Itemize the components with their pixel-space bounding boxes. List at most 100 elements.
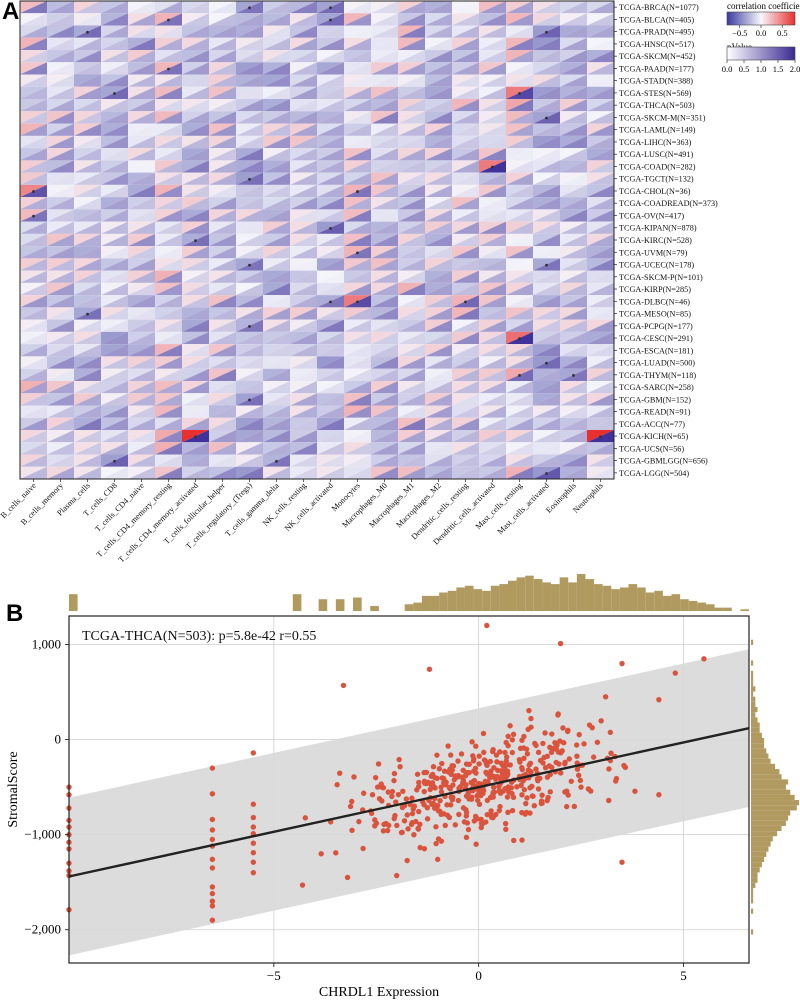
heatmap-pvalue-cell [425, 258, 452, 271]
y-marginal-bar [751, 717, 758, 723]
heatmap-corr-cell [398, 37, 425, 51]
heatmap-corr-cell [236, 86, 263, 100]
heatmap-pvalue-cell [101, 380, 128, 394]
heatmap-corr-cell [506, 86, 533, 100]
heatmap-pvalue-cell [452, 442, 479, 455]
heatmap-pvalue-cell [587, 221, 614, 234]
heatmap-pvalue-cell [479, 331, 506, 345]
heatmap-corr-cell [74, 356, 101, 369]
scatter-point [408, 821, 415, 828]
heatmap-pvalue-cell [317, 429, 344, 443]
scatter-point [607, 729, 614, 736]
heatmap-pvalue-cell [533, 429, 560, 443]
significance-dot [113, 459, 116, 463]
heatmap-pvalue-cell [371, 295, 398, 308]
heatmap-pvalue-cell [587, 356, 614, 369]
heatmap-pvalue-cell [533, 172, 560, 185]
heatmap-corr-cell [560, 86, 587, 100]
heatmap-pvalue-cell [371, 368, 398, 381]
y-tick-label: −1,000 [24, 827, 61, 842]
heatmap-pvalue-cell [74, 184, 101, 198]
heatmap-pvalue-cell [209, 270, 236, 283]
heatmap-pvalue-cell [398, 344, 425, 357]
scatter-point [473, 841, 479, 847]
heatmap-pvalue-cell [236, 86, 263, 100]
heatmap-pvalue-cell [74, 123, 101, 136]
heatmap-pvalue-cell [560, 380, 587, 394]
heatmap-pvalue-cell [101, 429, 128, 443]
heatmap-corr-cell [317, 172, 344, 185]
heatmap-pvalue-cell [587, 295, 614, 308]
heatmap-corr-cell [398, 172, 425, 185]
scatter-point [478, 824, 484, 831]
heatmap-pvalue-cell [344, 405, 371, 418]
scatter-point [564, 728, 571, 735]
heatmap-pvalue-cell [263, 233, 290, 247]
heatmap-pvalue-cell [560, 25, 587, 38]
heatmap-pvalue-cell [425, 25, 452, 38]
heatmap-pvalue-cell [236, 209, 263, 222]
heatmap-corr-cell [182, 356, 209, 369]
heatmap-pvalue-cell [236, 135, 263, 149]
scatter-point [434, 775, 440, 782]
heatmap-pvalue-cell [479, 221, 506, 234]
x-marginal-bar [318, 599, 328, 611]
heatmap-pvalue-cell [452, 307, 479, 320]
heatmap-pvalue-cell [587, 160, 614, 173]
heatmap-pvalue-cell [317, 62, 344, 75]
scatter-point [531, 803, 538, 809]
y-marginal-bar [751, 639, 754, 645]
heatmap-pvalue-cell [236, 25, 263, 38]
heatmap-pvalue-cell [587, 13, 614, 26]
col-label: Mast_cells_resting [474, 481, 524, 531]
scatter-point [250, 824, 257, 830]
heatmap-pvalue-cell [236, 184, 263, 198]
heatmap-pvalue-cell [344, 233, 371, 247]
heatmap-pvalue-cell [587, 454, 614, 467]
heatmap-pvalue-cell [128, 86, 155, 100]
scatter-point [399, 804, 406, 811]
heatmap-pvalue-cell [209, 331, 236, 345]
x-marginal-bar [370, 605, 379, 611]
scatter-point [463, 834, 470, 841]
heatmap-pvalue-cell [236, 454, 263, 467]
heatmap-pvalue-cell [344, 37, 371, 51]
heatmap-pvalue-cell [479, 148, 506, 161]
x-marginal-bar [292, 594, 302, 611]
heatmap-pvalue-cell [128, 135, 155, 149]
heatmap-pvalue-cell [425, 160, 452, 173]
heatmap-pvalue-cell [290, 466, 317, 479]
heatmap-pvalue-cell [560, 99, 587, 112]
heatmap-pvalue-cell [74, 466, 101, 479]
scatter-point [372, 817, 378, 823]
heatmap-pvalue-cell [533, 160, 560, 173]
heatmap-pvalue-cell [209, 99, 236, 112]
x-tick-label: 5 [680, 968, 687, 983]
heatmap-pvalue-cell [20, 99, 47, 112]
scatter-point [521, 787, 527, 793]
heatmap-pvalue-cell [47, 307, 74, 320]
heatmap-pvalue-cell [344, 442, 371, 455]
scatter-point [519, 792, 525, 798]
heatmap-pvalue-cell [560, 37, 587, 51]
heatmap-pvalue-cell [560, 74, 587, 87]
heatmap-pvalue-cell [560, 172, 587, 185]
y-marginal-bar [751, 732, 762, 739]
row-label: TCGA-UCS(N=56) [619, 444, 684, 453]
x-marginal-bar [499, 584, 508, 611]
heatmap-pvalue-cell [452, 282, 479, 296]
heatmap-pvalue-cell [128, 429, 155, 443]
scatter-point [433, 840, 439, 847]
heatmap-pvalue-cell [128, 1, 155, 14]
heatmap-pvalue-cell [344, 50, 371, 63]
scatter-point [549, 764, 555, 771]
heatmap-pvalue-cell [47, 282, 74, 296]
heatmap-pvalue-cell [344, 172, 371, 185]
heatmap-pvalue-cell [20, 344, 47, 357]
heatmap-pvalue-cell [344, 160, 371, 173]
scatter-point [490, 789, 496, 796]
heatmap-pvalue-cell [506, 197, 533, 210]
heatmap-pvalue-cell [263, 1, 290, 14]
heatmap-pvalue-cell [182, 135, 209, 149]
significance-dot [32, 214, 35, 218]
